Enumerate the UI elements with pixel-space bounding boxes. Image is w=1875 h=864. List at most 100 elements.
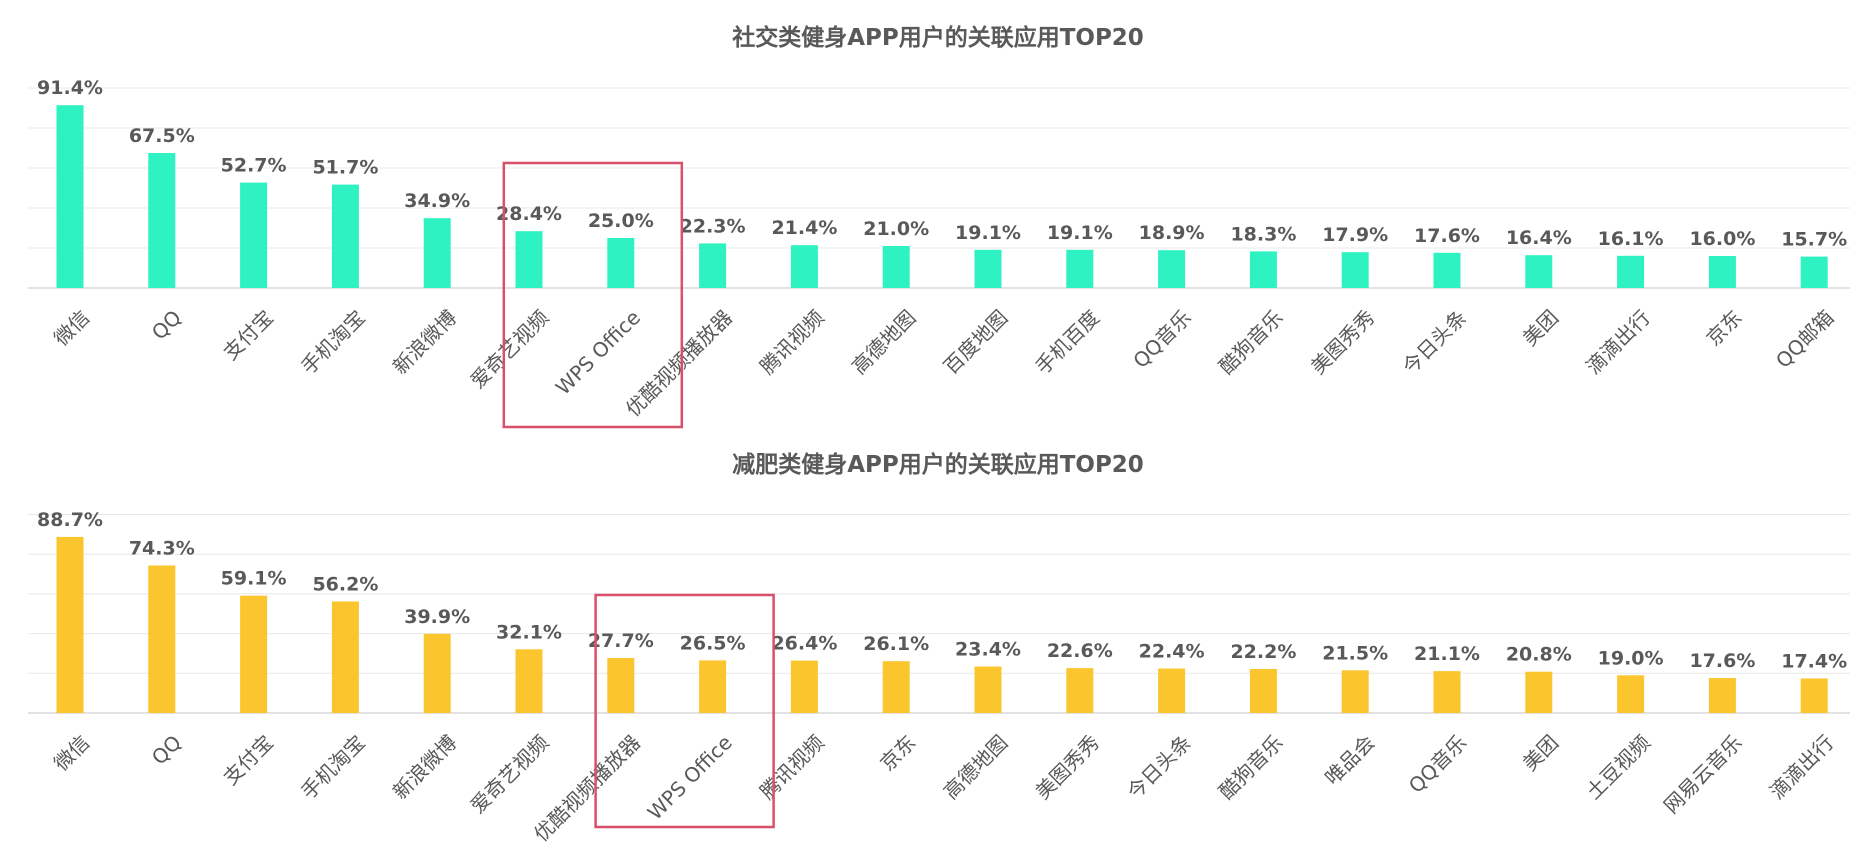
highlight-box (502, 161, 684, 429)
category-label: QQ邮箱 (1771, 305, 1839, 373)
value-label: 18.3% (1230, 223, 1296, 245)
bar (1708, 256, 1736, 288)
bar (1617, 255, 1645, 288)
category-label: WPS Office (643, 730, 737, 824)
category-label: 手机淘宝 (296, 730, 370, 804)
category-label: 支付宝 (218, 305, 277, 364)
value-label: 21.0% (863, 218, 929, 240)
value-label: 21.4% (771, 217, 837, 239)
value-label: 15.7% (1781, 229, 1847, 251)
category-label: 高德地图 (939, 730, 1013, 804)
value-label: 17.6% (1689, 650, 1755, 672)
bar (1525, 255, 1553, 288)
bars (56, 105, 1828, 288)
bars (56, 536, 1828, 713)
value-label: 19.0% (1598, 647, 1664, 669)
bar (790, 660, 818, 713)
value-label: 26.1% (863, 633, 929, 655)
bar (56, 105, 84, 288)
category-label: 今日头条 (1398, 305, 1472, 379)
value-label: 16.0% (1689, 228, 1755, 250)
bar (331, 601, 359, 713)
category-label: 京东 (1701, 305, 1746, 350)
category-label: 酷狗音乐 (1214, 305, 1288, 379)
category-label: 今日头条 (1122, 730, 1196, 804)
bar (515, 649, 543, 713)
grid-lines (28, 87, 1850, 289)
bar (1249, 668, 1277, 713)
value-label: 17.6% (1414, 225, 1480, 247)
category-label: 美团 (1518, 730, 1563, 775)
bar (148, 153, 176, 288)
value-label: 51.7% (312, 157, 378, 179)
bar (1800, 678, 1828, 713)
category-label: 高德地图 (847, 305, 921, 379)
bar (1066, 249, 1094, 288)
value-label: 21.1% (1414, 643, 1480, 665)
value-label: 59.1% (221, 568, 287, 590)
value-label: 26.5% (680, 632, 746, 654)
bar (607, 238, 635, 288)
category-label: 酷狗音乐 (1214, 730, 1288, 804)
social-fitness-chart: 社交类健身APP用户的关联应用TOP20 91.4% 67.5% 52.7% 51.7… (28, 24, 1850, 429)
value-label: 74.3% (129, 538, 195, 560)
value-label: 39.9% (404, 606, 470, 628)
bar (1525, 671, 1553, 713)
bar (1158, 250, 1186, 288)
value-label: 32.1% (496, 621, 562, 643)
bar (1617, 675, 1645, 713)
highlight-box (594, 593, 775, 829)
bar (974, 249, 1002, 288)
chart-title: 减肥类健身APP用户的关联应用TOP20 (732, 451, 1144, 478)
category-label: 美图秀秀 (1306, 305, 1380, 379)
value-label: 22.6% (1047, 640, 1113, 662)
category-label: 手机淘宝 (296, 305, 370, 379)
category-label: 百度地图 (939, 305, 1013, 379)
category-label: WPS Office (551, 305, 645, 399)
category-label: 美团 (1518, 305, 1563, 350)
bar (423, 633, 451, 713)
value-label: 19.1% (955, 222, 1021, 244)
value-label: 22.2% (1230, 641, 1296, 663)
bar (699, 243, 727, 288)
value-label: 88.7% (37, 509, 103, 531)
category-label: 唯品会 (1320, 730, 1379, 789)
category-label: 滴滴出行 (1765, 730, 1839, 804)
category-label: QQ音乐 (1404, 730, 1472, 798)
category-label: 支付宝 (218, 730, 277, 789)
value-label: 26.4% (771, 633, 837, 655)
category-label: 手机百度 (1031, 305, 1105, 379)
category-label: QQ音乐 (1128, 305, 1196, 373)
category-label: 网易云音乐 (1659, 730, 1747, 818)
category-label: 腾讯视频 (755, 305, 829, 379)
category-label: 爱奇艺视频 (466, 730, 554, 818)
bar (240, 182, 268, 288)
bar (882, 661, 910, 713)
bar (331, 184, 359, 288)
category-label: 微信 (49, 305, 94, 350)
bar (1066, 668, 1094, 713)
category-label: 土豆视频 (1581, 730, 1655, 804)
bar (1433, 671, 1461, 713)
value-label: 16.4% (1506, 227, 1572, 249)
value-label: 21.5% (1322, 642, 1388, 664)
bar (882, 246, 910, 288)
bar (1158, 668, 1186, 713)
value-label: 22.3% (680, 215, 746, 237)
value-labels: 88.7% 74.3% 59.1% 56.2% 39.9% 32.1% 27.7% 26.5%… (37, 509, 1847, 673)
bar (423, 218, 451, 288)
chart-title: 社交类健身APP用户的关联应用TOP20 (732, 24, 1144, 51)
bar (607, 658, 635, 713)
grid-lines (28, 514, 1850, 714)
value-label: 52.7% (221, 155, 287, 177)
bar (1433, 252, 1461, 288)
category-label: 微信 (49, 730, 94, 775)
value-label: 67.5% (129, 125, 195, 147)
value-label: 19.1% (1047, 222, 1113, 244)
bar (1341, 670, 1369, 713)
value-label: 22.4% (1139, 641, 1205, 663)
